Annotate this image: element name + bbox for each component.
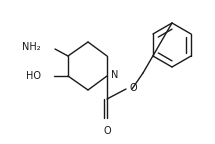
Text: O: O <box>129 83 137 93</box>
Text: HO: HO <box>26 71 41 81</box>
Text: NH₂: NH₂ <box>22 42 41 52</box>
Text: N: N <box>111 70 118 80</box>
Text: O: O <box>103 126 111 136</box>
